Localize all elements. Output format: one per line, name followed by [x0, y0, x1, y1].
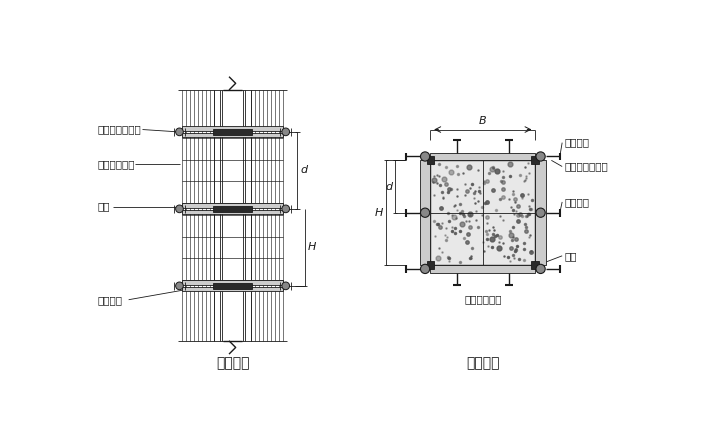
Text: B: B: [479, 116, 486, 126]
Text: 面板: 面板: [564, 251, 577, 261]
Bar: [182, 286, 284, 291]
Text: 对拉螺栓: 对拉螺栓: [98, 295, 123, 305]
Bar: [535, 160, 546, 265]
Bar: [431, 153, 535, 160]
Bar: [182, 210, 284, 214]
Text: 柱箍（圆钢管）: 柱箍（圆钢管）: [564, 162, 608, 172]
Circle shape: [421, 208, 430, 217]
Circle shape: [175, 282, 183, 290]
Bar: [426, 156, 434, 164]
Bar: [420, 160, 431, 265]
Text: 对拉螺栓: 对拉螺栓: [564, 138, 590, 147]
Bar: [182, 280, 284, 285]
Text: 竖愣（方木）: 竖愣（方木）: [98, 159, 135, 169]
Text: d: d: [300, 165, 308, 176]
Text: 对拉螺栓: 对拉螺栓: [564, 197, 590, 207]
Text: 竖愣（方木）: 竖愣（方木）: [464, 295, 501, 304]
Text: d: d: [385, 181, 393, 192]
Text: 柱箍（圆钢管）: 柱箍（圆钢管）: [98, 125, 141, 135]
Circle shape: [536, 208, 545, 217]
Bar: [214, 206, 252, 212]
Circle shape: [282, 205, 290, 212]
Circle shape: [175, 205, 183, 212]
Text: 柱剖面图: 柱剖面图: [466, 357, 500, 371]
Circle shape: [175, 128, 183, 136]
Bar: [214, 283, 252, 289]
Text: 柱立面图: 柱立面图: [216, 357, 250, 371]
Circle shape: [536, 152, 545, 161]
Bar: [426, 261, 434, 269]
Bar: [532, 261, 539, 269]
Text: 面板: 面板: [98, 201, 110, 212]
Circle shape: [282, 282, 290, 290]
Bar: [182, 204, 284, 208]
Text: H: H: [308, 242, 317, 252]
Text: H: H: [375, 208, 383, 218]
Bar: [431, 160, 535, 265]
Bar: [182, 127, 284, 131]
Bar: [182, 133, 284, 137]
Circle shape: [421, 264, 430, 274]
Circle shape: [421, 152, 430, 161]
Bar: [532, 156, 539, 164]
Circle shape: [536, 264, 545, 274]
Circle shape: [282, 128, 290, 136]
Bar: [431, 265, 535, 273]
Bar: [214, 129, 252, 135]
